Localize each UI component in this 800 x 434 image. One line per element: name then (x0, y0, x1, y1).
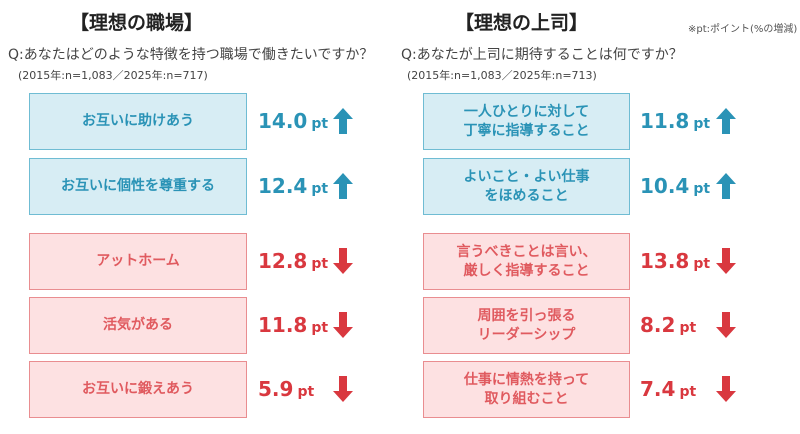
item-value: 7.4 pt (640, 377, 696, 401)
value-number: 11.8 (258, 313, 308, 337)
arrow-down-icon (716, 312, 736, 338)
arrow-up-icon (716, 173, 736, 199)
item-label-box: お互いに鍛えあう (29, 361, 247, 418)
value-number: 10.4 (640, 174, 690, 198)
arrow-down-icon (333, 312, 353, 338)
value-unit: pt (693, 256, 711, 272)
item-label-box: 仕事に情熱を持って 取り組むこと (423, 361, 630, 418)
sample-size: (2015年:n=1,083／2025年:n=713) (407, 69, 597, 82)
value-unit: pt (679, 384, 697, 400)
item-label-box: 周囲を引っ張る リーダーシップ (423, 297, 630, 354)
item-value: 12.4 pt (258, 174, 328, 198)
value-number: 11.8 (640, 109, 690, 133)
value-unit: pt (311, 320, 329, 336)
value-number: 12.8 (258, 249, 308, 273)
item-value: 10.4 pt (640, 174, 710, 198)
question-text: Q:あなたはどのような特徴を持つ職場で働きたいですか？ (8, 47, 374, 63)
value-unit: pt (311, 181, 329, 197)
value-unit: pt (297, 384, 315, 400)
item-label-box: お互いに助けあう (29, 93, 247, 150)
item-label-box: よいこと・よい仕事 をほめること (423, 158, 630, 215)
item-value: 13.8 pt (640, 249, 710, 273)
value-number: 12.4 (258, 174, 308, 198)
panel-title: 【理想の職場】 (70, 12, 204, 34)
arrow-down-icon (333, 376, 353, 402)
arrow-down-icon (333, 248, 353, 274)
arrow-up-icon (333, 108, 353, 134)
item-label-box: 一人ひとりに対して 丁寧に指導すること (423, 93, 630, 150)
item-value: 11.8 pt (640, 109, 710, 133)
unit-note: ※pt:ポイント(%の増減) (688, 24, 798, 35)
arrow-up-icon (333, 173, 353, 199)
value-unit: pt (693, 116, 711, 132)
value-unit: pt (311, 116, 329, 132)
item-value: 12.8 pt (258, 249, 328, 273)
item-label-box: お互いに個性を尊重する (29, 158, 247, 215)
arrow-up-icon (716, 108, 736, 134)
item-label-box: アットホーム (29, 233, 247, 290)
value-number: 8.2 (640, 313, 676, 337)
panel-title: 【理想の上司】 (455, 12, 589, 34)
sample-size: (2015年:n=1,083／2025年:n=717) (18, 69, 208, 82)
item-label-box: 活気がある (29, 297, 247, 354)
item-label-box: 言うべきことは言い、 厳しく指導すること (423, 233, 630, 290)
item-value: 14.0 pt (258, 109, 328, 133)
arrow-down-icon (716, 376, 736, 402)
item-value: 11.8 pt (258, 313, 328, 337)
value-number: 14.0 (258, 109, 308, 133)
value-number: 7.4 (640, 377, 676, 401)
item-value: 5.9 pt (258, 377, 314, 401)
item-value: 8.2 pt (640, 313, 696, 337)
value-number: 13.8 (640, 249, 690, 273)
value-unit: pt (693, 181, 711, 197)
value-unit: pt (311, 256, 329, 272)
question-text: Q:あなたが上司に期待することは何ですか？ (401, 47, 683, 63)
value-unit: pt (679, 320, 697, 336)
arrow-down-icon (716, 248, 736, 274)
value-number: 5.9 (258, 377, 294, 401)
